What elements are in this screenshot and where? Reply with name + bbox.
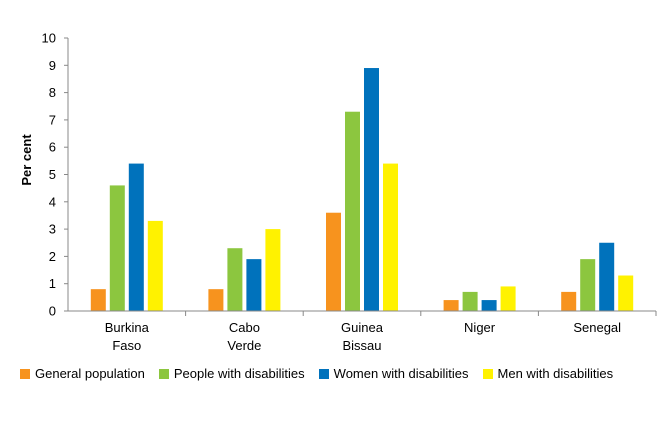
y-tick-label: 4 [49, 194, 56, 209]
bar [148, 221, 163, 311]
legend-swatch [483, 369, 493, 379]
y-tick-label: 1 [49, 276, 56, 291]
legend-item: Women with disabilities [319, 366, 469, 381]
legend-label: Men with disabilities [498, 366, 614, 381]
bar [599, 243, 614, 311]
x-tick-label: Cabo [229, 320, 260, 335]
legend-item: General population [20, 366, 145, 381]
y-tick-label: 0 [49, 304, 56, 319]
legend-item: Men with disabilities [483, 366, 614, 381]
bar [326, 213, 341, 311]
legend-label: Women with disabilities [334, 366, 469, 381]
bar [383, 164, 398, 311]
y-tick-label: 5 [49, 167, 56, 182]
y-tick-label: 9 [49, 58, 56, 73]
x-tick-label: Guinea [341, 320, 384, 335]
bar [91, 289, 106, 311]
bar [208, 289, 223, 311]
x-tick-label: Burkina [105, 320, 150, 335]
bar [110, 185, 125, 311]
legend-swatch [159, 369, 169, 379]
bar [561, 292, 576, 311]
y-tick-label: 10 [42, 31, 56, 46]
legend-label: General population [35, 366, 145, 381]
legend: General population People with disabiliti… [20, 366, 613, 381]
x-tick-label: Faso [112, 338, 141, 353]
legend-swatch [319, 369, 329, 379]
bar [482, 300, 497, 311]
legend-label: People with disabilities [174, 366, 305, 381]
legend-swatch [20, 369, 30, 379]
bar [246, 259, 261, 311]
y-tick-label: 7 [49, 112, 56, 127]
y-tick-label: 8 [49, 85, 56, 100]
x-tick-label: Niger [464, 320, 496, 335]
legend-item: People with disabilities [159, 366, 305, 381]
y-axis-label: Per cent [19, 134, 34, 186]
bar [618, 276, 633, 311]
y-tick-label: 6 [49, 140, 56, 155]
bar [580, 259, 595, 311]
bar-chart: Per cent 0 1 2 3 4 5 6 7 8 9 10 Burkina Faso Cabo Ver… [0, 0, 670, 360]
bar [364, 68, 379, 311]
x-tick-label: Verde [227, 338, 261, 353]
bar [265, 229, 280, 311]
y-tick-label: 3 [49, 222, 56, 237]
x-tick-label: Bissau [342, 338, 381, 353]
y-tick-label: 2 [49, 249, 56, 264]
bar [501, 286, 516, 311]
bar [345, 112, 360, 311]
x-tick-label: Senegal [573, 320, 621, 335]
bar [227, 248, 242, 311]
bar [444, 300, 459, 311]
bar [463, 292, 478, 311]
bar [129, 164, 144, 311]
